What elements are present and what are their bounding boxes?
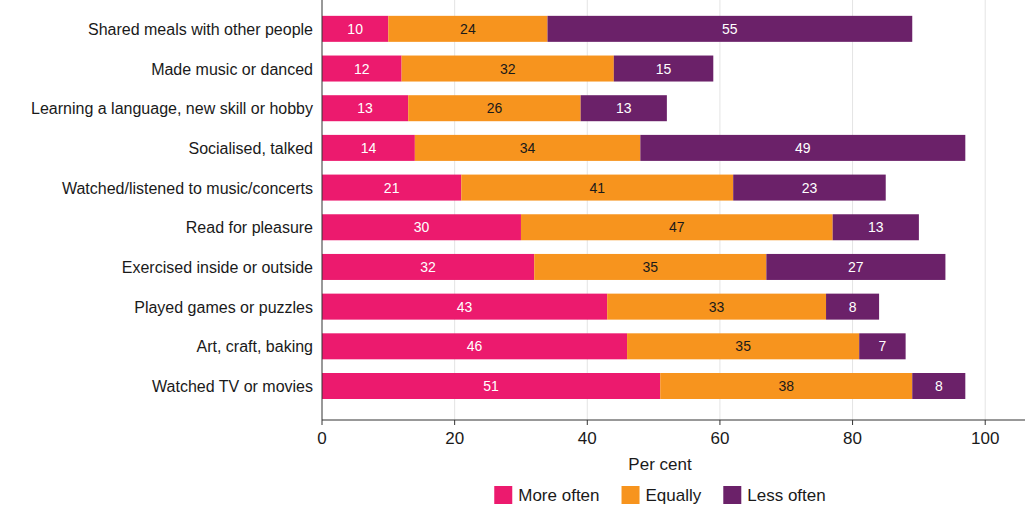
data-label: 13	[868, 219, 884, 235]
legend-label: Equally	[646, 486, 702, 505]
bar-segment	[461, 175, 733, 201]
data-label: 49	[795, 140, 811, 156]
data-label: 32	[420, 259, 436, 275]
bar-segment	[607, 294, 826, 320]
data-labels: 10 24 55 12 32 15 13 26 13 14 34 49 21 41 23 30 47 13 32 35…	[347, 21, 943, 394]
tick-label: 0	[317, 429, 326, 448]
category-label: Art, craft, baking	[197, 338, 314, 355]
bar-segment	[322, 175, 461, 201]
data-label: 46	[467, 338, 483, 354]
data-label: 30	[414, 219, 430, 235]
bar-segment	[322, 56, 402, 82]
bar-segment	[322, 16, 388, 42]
bar-segment	[521, 214, 833, 240]
grid-line	[985, 0, 986, 420]
data-label: 8	[849, 299, 857, 315]
tick-mark	[454, 420, 455, 425]
data-label: 33	[709, 299, 725, 315]
tick-label: 40	[578, 429, 597, 448]
tick-mark	[322, 420, 323, 425]
tick-label: 20	[445, 429, 464, 448]
data-label: 12	[354, 61, 370, 77]
tick-label: 60	[710, 429, 729, 448]
category-label: Watched TV or movies	[152, 378, 313, 395]
bar-segment	[660, 373, 912, 399]
data-label: 21	[384, 180, 400, 196]
legend-swatch	[622, 486, 640, 504]
data-label: 23	[802, 180, 818, 196]
bar-segment	[322, 135, 415, 161]
bar-segment	[534, 254, 766, 280]
tick-mark	[719, 420, 720, 425]
tick-label: 100	[971, 429, 999, 448]
tick-mark	[985, 420, 986, 425]
legend-label: More often	[518, 486, 599, 505]
category-label: Exercised inside or outside	[122, 259, 313, 276]
bar-segment	[614, 56, 713, 82]
bar-segment	[581, 95, 667, 121]
data-label: 55	[722, 21, 738, 37]
data-label: 13	[357, 100, 373, 116]
bar-segment	[640, 135, 965, 161]
tick-label: 80	[843, 429, 862, 448]
data-label: 34	[520, 140, 536, 156]
bar-segment	[322, 214, 521, 240]
data-label: 13	[616, 100, 632, 116]
data-label: 8	[935, 378, 943, 394]
category-label: Socialised, talked	[188, 140, 313, 157]
data-label: 35	[735, 338, 751, 354]
bar-segment	[733, 175, 886, 201]
data-label: 26	[487, 100, 503, 116]
data-label: 10	[347, 21, 363, 37]
bar-segment	[826, 294, 879, 320]
bar-segment	[322, 333, 627, 359]
data-label: 27	[848, 259, 864, 275]
category-label: Played games or puzzles	[134, 299, 313, 316]
tick-mark	[587, 420, 588, 425]
data-label: 43	[457, 299, 473, 315]
tick-mark	[852, 420, 853, 425]
bar-segment	[415, 135, 640, 161]
bar-segment	[402, 56, 614, 82]
data-label: 35	[642, 259, 658, 275]
legend-label: Less often	[747, 486, 825, 505]
data-label: 41	[589, 180, 605, 196]
data-label: 32	[500, 61, 516, 77]
legend-swatch	[494, 486, 512, 504]
chart: 10 24 55 12 32 15 13 26 13 14 34 49 21 41 23 30 47 13 32 35…	[0, 0, 1033, 508]
data-label: 38	[778, 378, 794, 394]
data-label: 47	[669, 219, 685, 235]
bar-segment	[322, 95, 408, 121]
bar-segment	[627, 333, 859, 359]
bars	[322, 16, 965, 399]
bar-segment	[766, 254, 945, 280]
axis-title: Per cent	[628, 455, 692, 474]
legend: More often Equally Less often	[494, 486, 825, 505]
bar-segment	[547, 16, 912, 42]
x-axis-line	[322, 420, 1025, 421]
bar-segment	[322, 254, 534, 280]
category-label: Shared meals with other people	[88, 21, 313, 38]
bar-segment	[912, 373, 965, 399]
y-axis-line	[322, 0, 323, 420]
bar-segment	[322, 373, 660, 399]
category-label: Learning a language, new skill or hobby	[31, 100, 313, 117]
data-label: 51	[483, 378, 499, 394]
bar-segment	[833, 214, 919, 240]
data-label: 7	[879, 338, 887, 354]
data-label: 24	[460, 21, 476, 37]
category-label: Watched/listened to music/concerts	[62, 180, 313, 197]
bar-segment	[859, 333, 905, 359]
bar-segment	[408, 95, 580, 121]
category-label: Read for pleasure	[186, 219, 313, 236]
category-label: Made music or danced	[151, 61, 313, 78]
data-label: 14	[361, 140, 377, 156]
bar-segment	[388, 16, 547, 42]
legend-swatch	[723, 486, 741, 504]
data-label: 15	[656, 61, 672, 77]
bar-segment	[322, 294, 607, 320]
